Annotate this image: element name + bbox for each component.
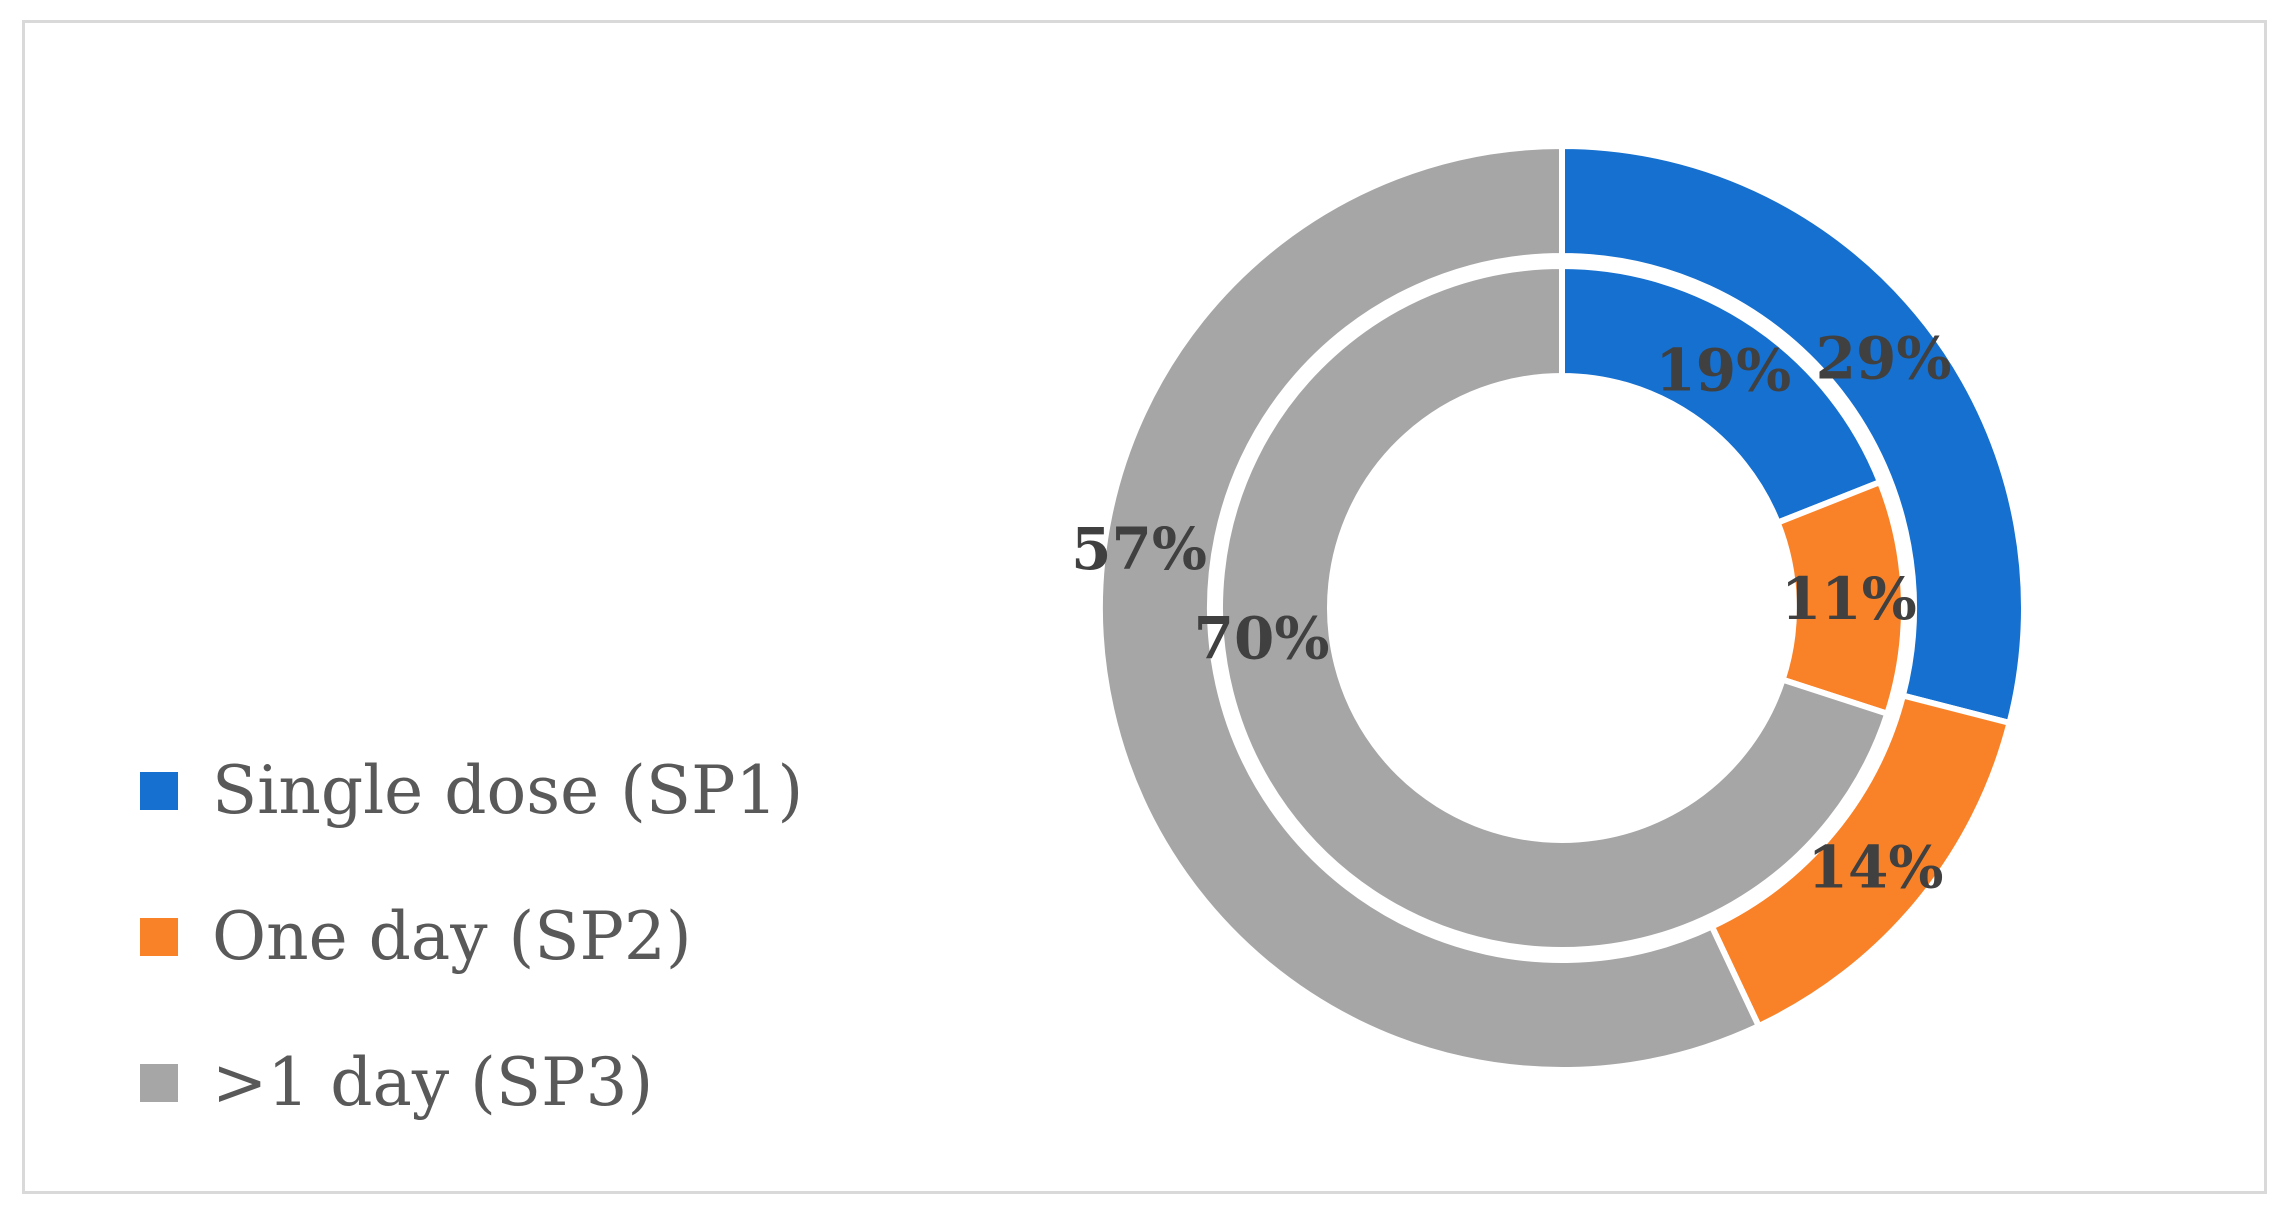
legend-swatch-more-than-one-day [140, 1064, 178, 1102]
inner-ring-label-single-dose: 19% [1655, 337, 1791, 405]
legend-label-more-than-one-day: >1 day (SP3) [212, 1044, 654, 1121]
legend-label-single-dose: Single dose (SP1) [212, 752, 804, 829]
outer-ring-label-one-day: 14% [1808, 833, 1944, 901]
legend: Single dose (SP1) One day (SP2) >1 day (… [140, 718, 803, 1156]
legend-item-more-than-one-day: >1 day (SP3) [140, 1010, 803, 1156]
legend-label-one-day: One day (SP2) [212, 898, 692, 975]
inner-ring-label-one-day: 11% [1781, 565, 1917, 633]
legend-swatch-one-day [140, 918, 178, 956]
inner-ring-slice-single-dose [1559, 262, 1884, 527]
outer-ring-slice-single-dose [1559, 142, 2027, 727]
inner-ring-slice-more-than-one-day [1216, 262, 1892, 953]
outer-ring-label-single-dose: 29% [1816, 325, 1952, 393]
legend-item-single-dose: Single dose (SP1) [140, 718, 803, 864]
legend-swatch-single-dose [140, 772, 178, 810]
legend-item-one-day: One day (SP2) [140, 864, 803, 1010]
outer-ring-label-more-than-one-day: 57% [1071, 515, 1207, 583]
inner-ring-label-more-than-one-day: 70% [1194, 604, 1330, 672]
outer-ring-slice-more-than-one-day [1097, 142, 1763, 1073]
